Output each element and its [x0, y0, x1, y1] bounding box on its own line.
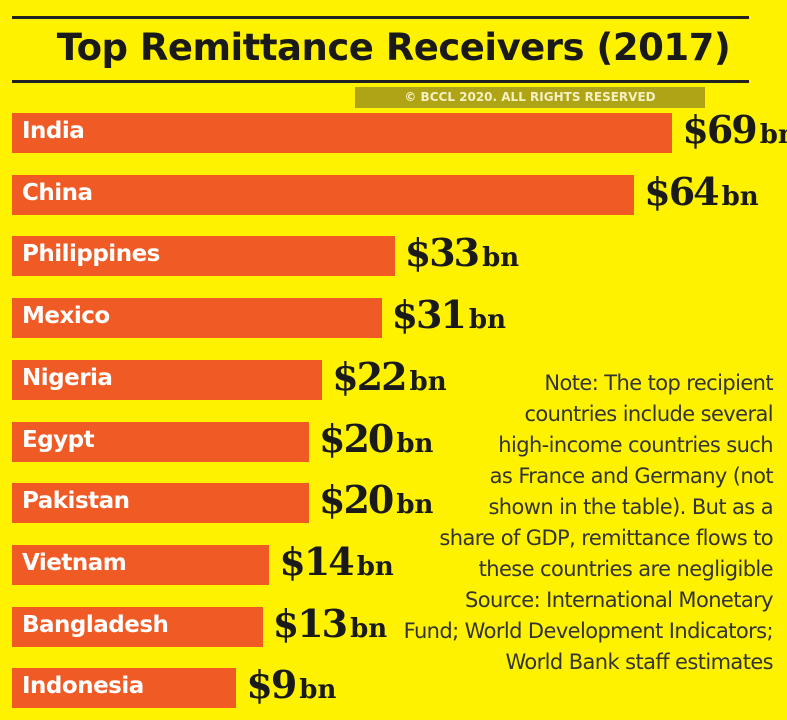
bar-label: Pakistan: [22, 488, 130, 515]
value-number: $69: [682, 107, 757, 152]
bar-egypt: Egypt: [12, 421, 309, 462]
bar-philippines: Philippines: [12, 236, 395, 277]
watermark: © BCCL 2020. ALL RIGHTS RESERVED: [355, 87, 705, 108]
note-line: countries include several: [524, 402, 773, 426]
value-unit: bn: [396, 428, 434, 459]
title-rule-top: [12, 16, 749, 19]
note-line: World Bank staff estimates: [505, 650, 773, 674]
bar-label: India: [22, 118, 85, 144]
value-unit: bn: [409, 366, 447, 397]
note-line: share of GDP, remittance flows to: [439, 526, 773, 550]
bar-mexico: Mexico: [12, 298, 382, 339]
bar-nigeria: Nigeria: [12, 359, 323, 400]
bar-label: Philippines: [22, 241, 160, 268]
bar-label: Egypt: [22, 426, 95, 453]
bar-label: Vietnam: [22, 549, 127, 576]
note-line: Note: The top recipient: [544, 371, 773, 395]
value-unit: bn: [482, 243, 520, 274]
value-unit: bn: [721, 181, 759, 212]
note-line: Source: International Monetary: [465, 588, 774, 612]
value-number: $64: [644, 168, 719, 214]
value-number: $22: [332, 353, 407, 399]
value-label: $13 bn: [273, 601, 387, 651]
value-unit: bn: [356, 551, 394, 582]
bar-label: Nigeria: [22, 364, 113, 391]
value-label: $20 bn: [319, 416, 433, 466]
bar-label: China: [22, 179, 93, 206]
bar-vietnam: Vietnam: [12, 544, 270, 585]
title-rule-bottom: [12, 80, 749, 83]
note-line: these countries are negligible: [478, 557, 774, 581]
bar-label: Mexico: [22, 303, 110, 330]
value-number: $20: [319, 477, 394, 523]
value-label: $20 bn: [319, 477, 433, 527]
bar-indonesia: Indonesia: [12, 668, 237, 709]
value-unit: bn: [350, 613, 388, 644]
value-number: $20: [319, 415, 394, 461]
value-unit: bn: [299, 675, 337, 706]
value-number: $33: [404, 230, 480, 276]
note-text: Note: The top recipient countries include…: [363, 368, 774, 678]
value-unit: bn: [396, 490, 434, 521]
value-number: $31: [391, 292, 467, 338]
bar-label: Bangladesh: [22, 611, 169, 638]
note-line: Fund; World Development Indicators;: [403, 619, 774, 643]
bar-china: China: [12, 174, 635, 215]
value-number: $9: [246, 662, 297, 708]
note-line: high-income countries such: [498, 433, 773, 457]
bar-bangladesh: Bangladesh: [12, 606, 263, 647]
note-line: shown in the table). But as a: [488, 495, 773, 519]
value-label: $9 bn: [246, 662, 336, 712]
value-unit: bn: [759, 120, 787, 150]
note-line: as France and Germany (not: [489, 464, 774, 488]
value-label: $69bn: [682, 107, 787, 157]
value-label: $64 bn: [644, 169, 758, 219]
bar-label: Indonesia: [22, 673, 144, 700]
value-label: $33 bn: [405, 230, 519, 280]
value-label: $31 bn: [392, 292, 506, 342]
bar-pakistan: Pakistan: [12, 483, 309, 524]
chart-title: Top Remittance Receivers (2017): [56, 26, 731, 69]
value-number: $13: [272, 600, 348, 646]
value-unit: bn: [468, 305, 507, 336]
value-number: $14: [279, 538, 354, 584]
bar-india: India: [12, 113, 673, 153]
value-label: $14 bn: [279, 539, 393, 589]
value-label: $22 bn: [332, 354, 446, 404]
